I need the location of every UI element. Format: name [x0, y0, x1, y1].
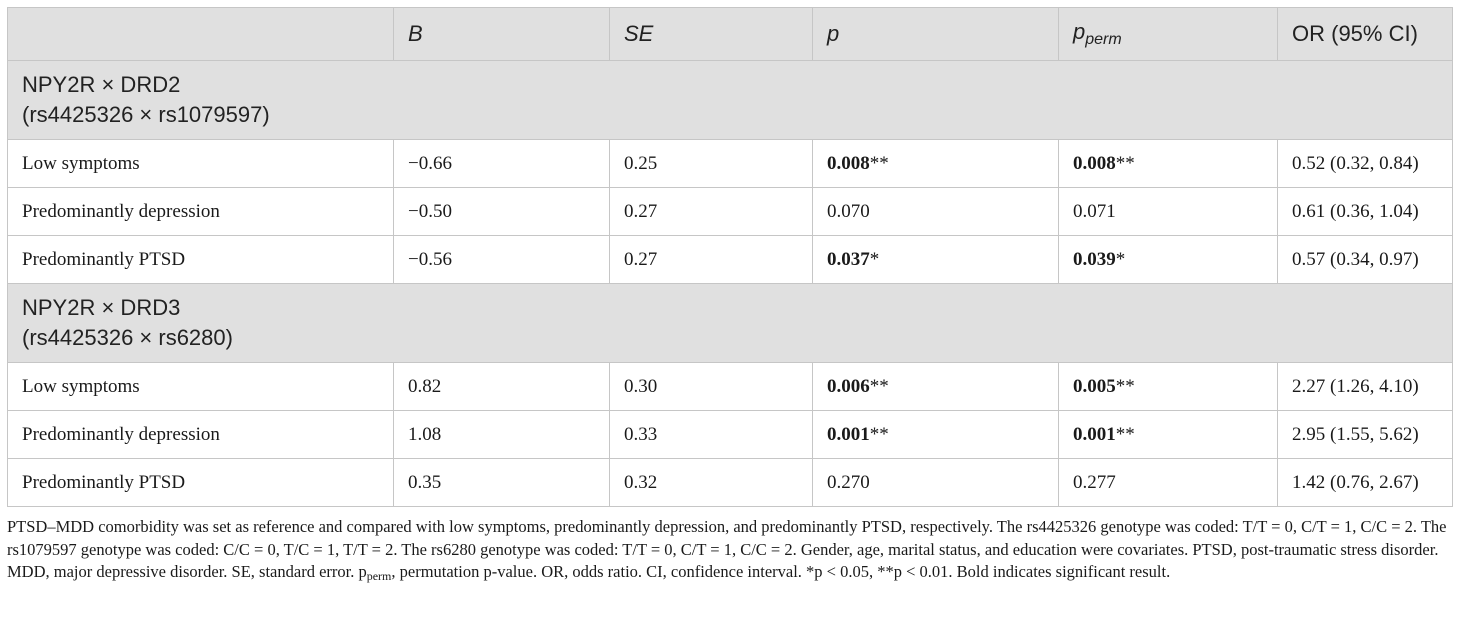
group-snp-pair: (rs4425326 × rs1079597)	[22, 102, 270, 127]
results-table: B SE p pperm OR (95% CI) NPY2R × DRD2 (rs…	[7, 7, 1453, 507]
table-row: Predominantly PTSD −0.56 0.27 0.037* 0.039* 0…	[7, 235, 1453, 284]
cell-p: 0.008**	[812, 139, 1059, 188]
group-gene-pair: NPY2R × DRD2	[22, 72, 181, 97]
row-label: Predominantly depression	[7, 187, 394, 236]
cell-p-significance-stars: *	[869, 248, 880, 270]
row-label: Predominantly PTSD	[7, 458, 394, 507]
group-header-row: NPY2R × DRD3 (rs4425326 × rs6280)	[7, 283, 1453, 363]
cell-p-significance-stars: **	[869, 423, 889, 445]
header-b: B	[393, 7, 610, 61]
table-row: Predominantly depression −0.50 0.27 0.070 0.…	[7, 187, 1453, 236]
cell-p-value: 0.006	[827, 375, 870, 397]
cell-p: 0.037*	[812, 235, 1059, 284]
cell-pperm-value: 0.277	[1073, 471, 1116, 493]
cell-pperm: 0.071	[1058, 187, 1278, 236]
cell-pperm-significance-stars: *	[1115, 248, 1126, 270]
cell-pperm-significance-stars: **	[1115, 423, 1135, 445]
table-row: Predominantly depression 1.08 0.33 0.001** 0…	[7, 410, 1453, 459]
cell-or-ci: 1.42 (0.76, 2.67)	[1277, 458, 1453, 507]
cell-se: 0.25	[609, 139, 813, 188]
results-table-container: B SE p pperm OR (95% CI) NPY2R × DRD2 (rs…	[7, 7, 1453, 507]
cell-p: 0.070	[812, 187, 1059, 236]
header-p: p	[812, 7, 1059, 61]
cell-p-value: 0.008	[827, 152, 870, 174]
row-label: Low symptoms	[7, 362, 394, 411]
cell-b: −0.56	[393, 235, 610, 284]
cell-pperm-value: 0.001	[1073, 423, 1116, 445]
table-row: Low symptoms −0.66 0.25 0.008** 0.008** 0.52 …	[7, 139, 1453, 188]
cell-p-value: 0.270	[827, 471, 870, 493]
cell-pperm: 0.005**	[1058, 362, 1278, 411]
row-label: Predominantly depression	[7, 410, 394, 459]
cell-se: 0.32	[609, 458, 813, 507]
table-footnote: PTSD–MDD comorbidity was set as referenc…	[7, 516, 1452, 588]
cell-b: −0.50	[393, 187, 610, 236]
cell-pperm-value: 0.039	[1073, 248, 1116, 270]
row-label: Low symptoms	[7, 139, 394, 188]
cell-b: 0.82	[393, 362, 610, 411]
group-snp-pair: (rs4425326 × rs6280)	[22, 325, 233, 350]
cell-pperm-significance-stars: **	[1115, 375, 1135, 397]
cell-pperm-value: 0.005	[1073, 375, 1116, 397]
cell-p-value: 0.070	[827, 200, 870, 222]
cell-or-ci: 0.61 (0.36, 1.04)	[1277, 187, 1453, 236]
cell-pperm-significance-stars: **	[1115, 152, 1135, 174]
header-or-ci: OR (95% CI)	[1277, 7, 1453, 61]
cell-or-ci: 2.27 (1.26, 4.10)	[1277, 362, 1453, 411]
header-pperm: pperm	[1058, 7, 1278, 61]
cell-pperm-value: 0.071	[1073, 200, 1116, 222]
cell-pperm: 0.039*	[1058, 235, 1278, 284]
cell-se: 0.27	[609, 187, 813, 236]
header-pperm-sub: perm	[1085, 31, 1122, 48]
group-header-cell: NPY2R × DRD2 (rs4425326 × rs1079597)	[7, 60, 1453, 140]
cell-p-value: 0.037	[827, 248, 870, 270]
header-se: SE	[609, 7, 813, 61]
footnote-text-2: , permutation p-value. OR, odds ratio. C…	[391, 562, 1171, 581]
cell-pperm-value: 0.008	[1073, 152, 1116, 174]
cell-p-significance-stars: **	[869, 152, 889, 174]
group-header-cell: NPY2R × DRD3 (rs4425326 × rs6280)	[7, 283, 1453, 363]
cell-b: 1.08	[393, 410, 610, 459]
cell-p: 0.006**	[812, 362, 1059, 411]
group-header-row: NPY2R × DRD2 (rs4425326 × rs1079597)	[7, 60, 1453, 140]
cell-p: 0.001**	[812, 410, 1059, 459]
table-row: Low symptoms 0.82 0.30 0.006** 0.005** 2.27 (…	[7, 362, 1453, 411]
header-pperm-main: p	[1073, 19, 1086, 44]
footnote-text-1: PTSD–MDD comorbidity was set as referenc…	[7, 517, 1447, 581]
cell-pperm: 0.001**	[1058, 410, 1278, 459]
cell-pperm: 0.008**	[1058, 139, 1278, 188]
cell-or-ci: 0.52 (0.32, 0.84)	[1277, 139, 1453, 188]
cell-se: 0.33	[609, 410, 813, 459]
cell-b: 0.35	[393, 458, 610, 507]
cell-p: 0.270	[812, 458, 1059, 507]
cell-p-significance-stars: **	[869, 375, 889, 397]
cell-p-value: 0.001	[827, 423, 870, 445]
cell-or-ci: 2.95 (1.55, 5.62)	[1277, 410, 1453, 459]
row-label: Predominantly PTSD	[7, 235, 394, 284]
cell-se: 0.30	[609, 362, 813, 411]
cell-or-ci: 0.57 (0.34, 0.97)	[1277, 235, 1453, 284]
header-blank	[7, 7, 394, 61]
cell-b: −0.66	[393, 139, 610, 188]
footnote-perm-sub: perm	[366, 569, 392, 583]
cell-pperm: 0.277	[1058, 458, 1278, 507]
header-row: B SE p pperm OR (95% CI)	[7, 7, 1453, 61]
cell-se: 0.27	[609, 235, 813, 284]
group-gene-pair: NPY2R × DRD3	[22, 295, 181, 320]
table-row: Predominantly PTSD 0.35 0.32 0.270 0.277 1.42…	[7, 458, 1453, 507]
